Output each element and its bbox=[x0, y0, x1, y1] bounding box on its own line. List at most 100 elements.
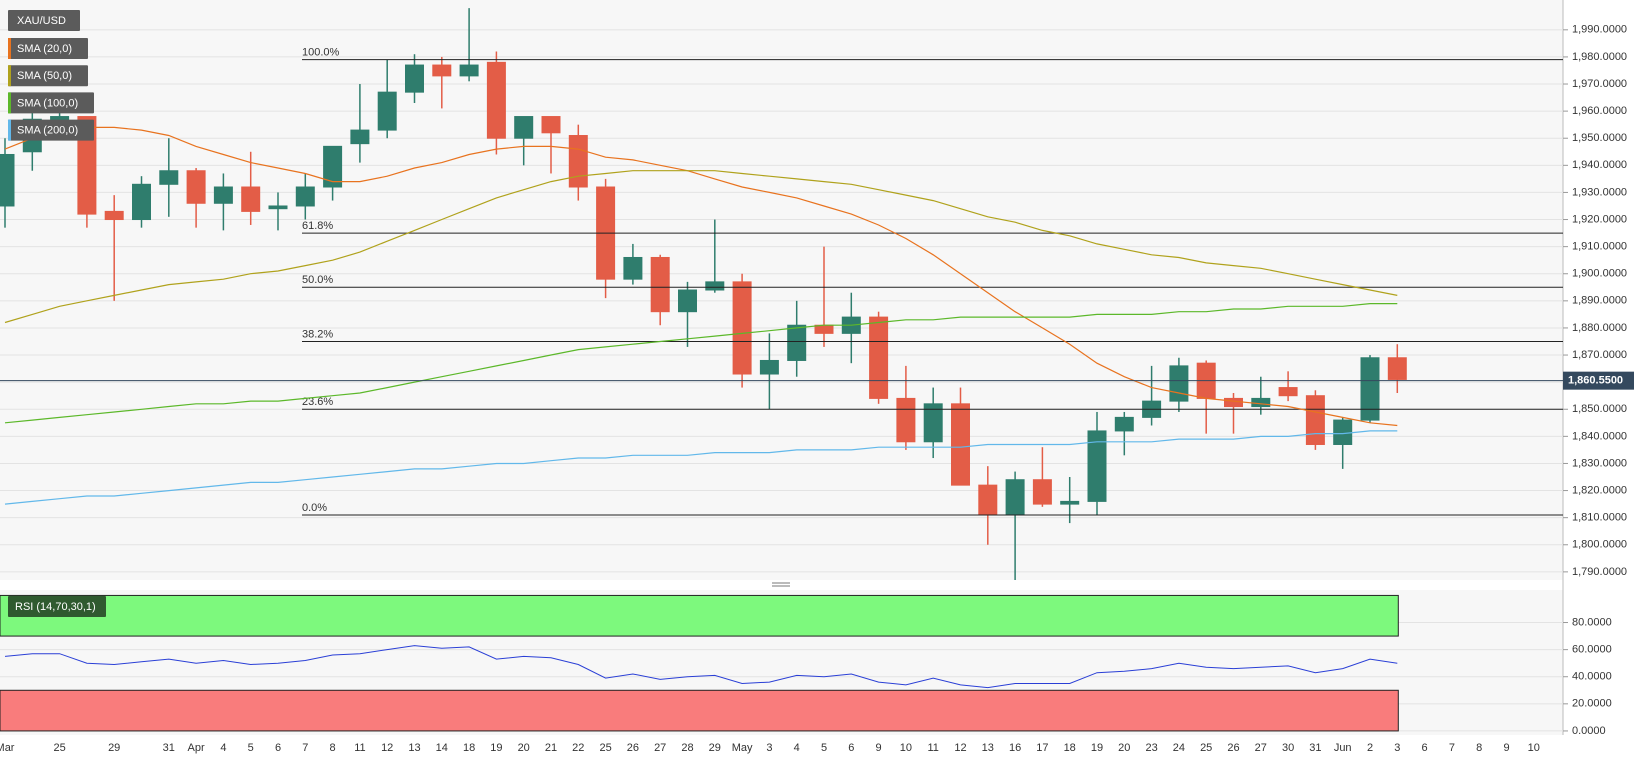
rsi-band bbox=[0, 594, 1399, 637]
legend-label: SMA (100,0) bbox=[17, 97, 78, 109]
candle-body bbox=[377, 91, 397, 131]
x-tick-label: 25 bbox=[599, 742, 611, 754]
candle-body bbox=[568, 135, 588, 188]
x-tick-label: 7 bbox=[302, 742, 308, 754]
y-tick-label: 0.0000 bbox=[1572, 725, 1606, 737]
candle-body bbox=[814, 324, 834, 334]
candle-body bbox=[978, 484, 998, 516]
x-tick-label: 18 bbox=[463, 742, 475, 754]
candle-body bbox=[77, 116, 97, 215]
y-tick-label: 1,890.0000 bbox=[1572, 295, 1627, 307]
x-tick-label: Jun bbox=[1334, 742, 1352, 754]
candle-body bbox=[650, 256, 670, 313]
legend-box[interactable] bbox=[8, 10, 80, 31]
x-tick-label: May bbox=[732, 742, 753, 754]
y-tick-label: 80.0000 bbox=[1572, 616, 1612, 628]
candle-body bbox=[268, 205, 288, 210]
candle-body bbox=[1005, 479, 1025, 516]
legend-box[interactable] bbox=[8, 65, 88, 87]
x-tick-label: 9 bbox=[876, 742, 882, 754]
fib-level-label: 38.2% bbox=[302, 328, 333, 340]
candle-body bbox=[350, 129, 370, 145]
candle-body bbox=[132, 183, 151, 221]
y-tick-label: 1,990.0000 bbox=[1572, 24, 1627, 36]
x-tick-label: 31 bbox=[1309, 742, 1321, 754]
y-tick-label: 1,940.0000 bbox=[1572, 159, 1627, 171]
x-tick-label: 28 bbox=[681, 742, 693, 754]
x-tick-label: 17 bbox=[1036, 742, 1048, 754]
legend-swatch bbox=[8, 119, 11, 141]
y-tick-label: 1,920.0000 bbox=[1572, 213, 1627, 225]
x-tick-label: 10 bbox=[900, 742, 912, 754]
last-price-label: 1,860.5500 bbox=[1568, 375, 1623, 387]
x-tick-label: 31 bbox=[163, 742, 175, 754]
x-tick-label: 16 bbox=[1009, 742, 1021, 754]
x-tick-label: 30 bbox=[1282, 742, 1294, 754]
x-tick-label: 4 bbox=[220, 742, 226, 754]
y-tick-label: 1,840.0000 bbox=[1572, 430, 1627, 442]
x-tick-label: 25 bbox=[53, 742, 65, 754]
x-tick-label: 23 bbox=[1145, 742, 1157, 754]
candle-body bbox=[241, 186, 261, 212]
y-tick-label: 60.0000 bbox=[1572, 644, 1612, 656]
y-tick-label: 1,900.0000 bbox=[1572, 268, 1627, 280]
candle-body bbox=[486, 61, 506, 139]
x-tick-label: 10 bbox=[1528, 742, 1540, 754]
x-tick-label: 6 bbox=[848, 742, 854, 754]
y-tick-label: 1,870.0000 bbox=[1572, 349, 1627, 361]
legend-box[interactable] bbox=[8, 596, 106, 617]
fib-level-label: 0.0% bbox=[302, 502, 327, 514]
legend-swatch bbox=[8, 92, 11, 114]
rsi-band bbox=[0, 689, 1399, 732]
x-tick-label: 27 bbox=[654, 742, 666, 754]
x-tick-label: 6 bbox=[1422, 742, 1428, 754]
last-price-box bbox=[1563, 371, 1634, 390]
x-tick-label: 12 bbox=[381, 742, 393, 754]
x-tick-label: 29 bbox=[709, 742, 721, 754]
candle-body bbox=[432, 64, 452, 77]
candle-body bbox=[1360, 357, 1380, 421]
sma-line bbox=[4, 430, 1398, 505]
candle-body bbox=[678, 289, 697, 313]
legend-label: SMA (50,0) bbox=[17, 70, 72, 82]
x-tick-label: 25 bbox=[1200, 742, 1212, 754]
x-tick-label: 13 bbox=[982, 742, 994, 754]
candle-body bbox=[1305, 395, 1325, 445]
legend-box[interactable] bbox=[8, 38, 88, 59]
candle-body bbox=[159, 170, 179, 185]
x-tick-label: 3 bbox=[766, 742, 772, 754]
candle-body bbox=[1087, 430, 1107, 502]
x-tick-label: 2 bbox=[1367, 742, 1373, 754]
candle-body bbox=[759, 359, 779, 375]
fib-level-label: 100.0% bbox=[302, 47, 340, 59]
x-tick-label: 12 bbox=[954, 742, 966, 754]
candle-body bbox=[541, 116, 561, 134]
y-tick-label: 1,880.0000 bbox=[1572, 322, 1627, 334]
fib-level-label: 50.0% bbox=[302, 274, 333, 286]
y-tick-label: 20.0000 bbox=[1572, 698, 1612, 710]
candle-body bbox=[896, 397, 916, 443]
legend-label: SMA (20,0) bbox=[17, 43, 72, 55]
candle-body bbox=[1224, 397, 1243, 408]
sma-line bbox=[4, 170, 1398, 324]
x-tick-label: 26 bbox=[1227, 742, 1239, 754]
legend-swatch bbox=[8, 38, 11, 59]
x-tick-label: 13 bbox=[408, 742, 420, 754]
candle-body bbox=[732, 281, 752, 375]
x-tick-label: Mar bbox=[0, 742, 15, 754]
candle-body bbox=[186, 170, 206, 204]
y-tick-label: 1,800.0000 bbox=[1572, 539, 1627, 551]
candle-body bbox=[923, 403, 943, 443]
sma-line bbox=[4, 303, 1398, 424]
x-tick-label: 29 bbox=[108, 742, 120, 754]
legend-swatch bbox=[8, 65, 11, 87]
x-tick-label: 11 bbox=[354, 742, 365, 754]
rsi-line bbox=[4, 645, 1398, 689]
legend-box[interactable] bbox=[8, 92, 94, 114]
legend-box[interactable] bbox=[8, 119, 94, 141]
x-tick-label: 24 bbox=[1173, 742, 1185, 754]
candle-body bbox=[1114, 416, 1134, 432]
x-tick-label: 6 bbox=[275, 742, 281, 754]
y-tick-label: 1,970.0000 bbox=[1572, 78, 1627, 90]
